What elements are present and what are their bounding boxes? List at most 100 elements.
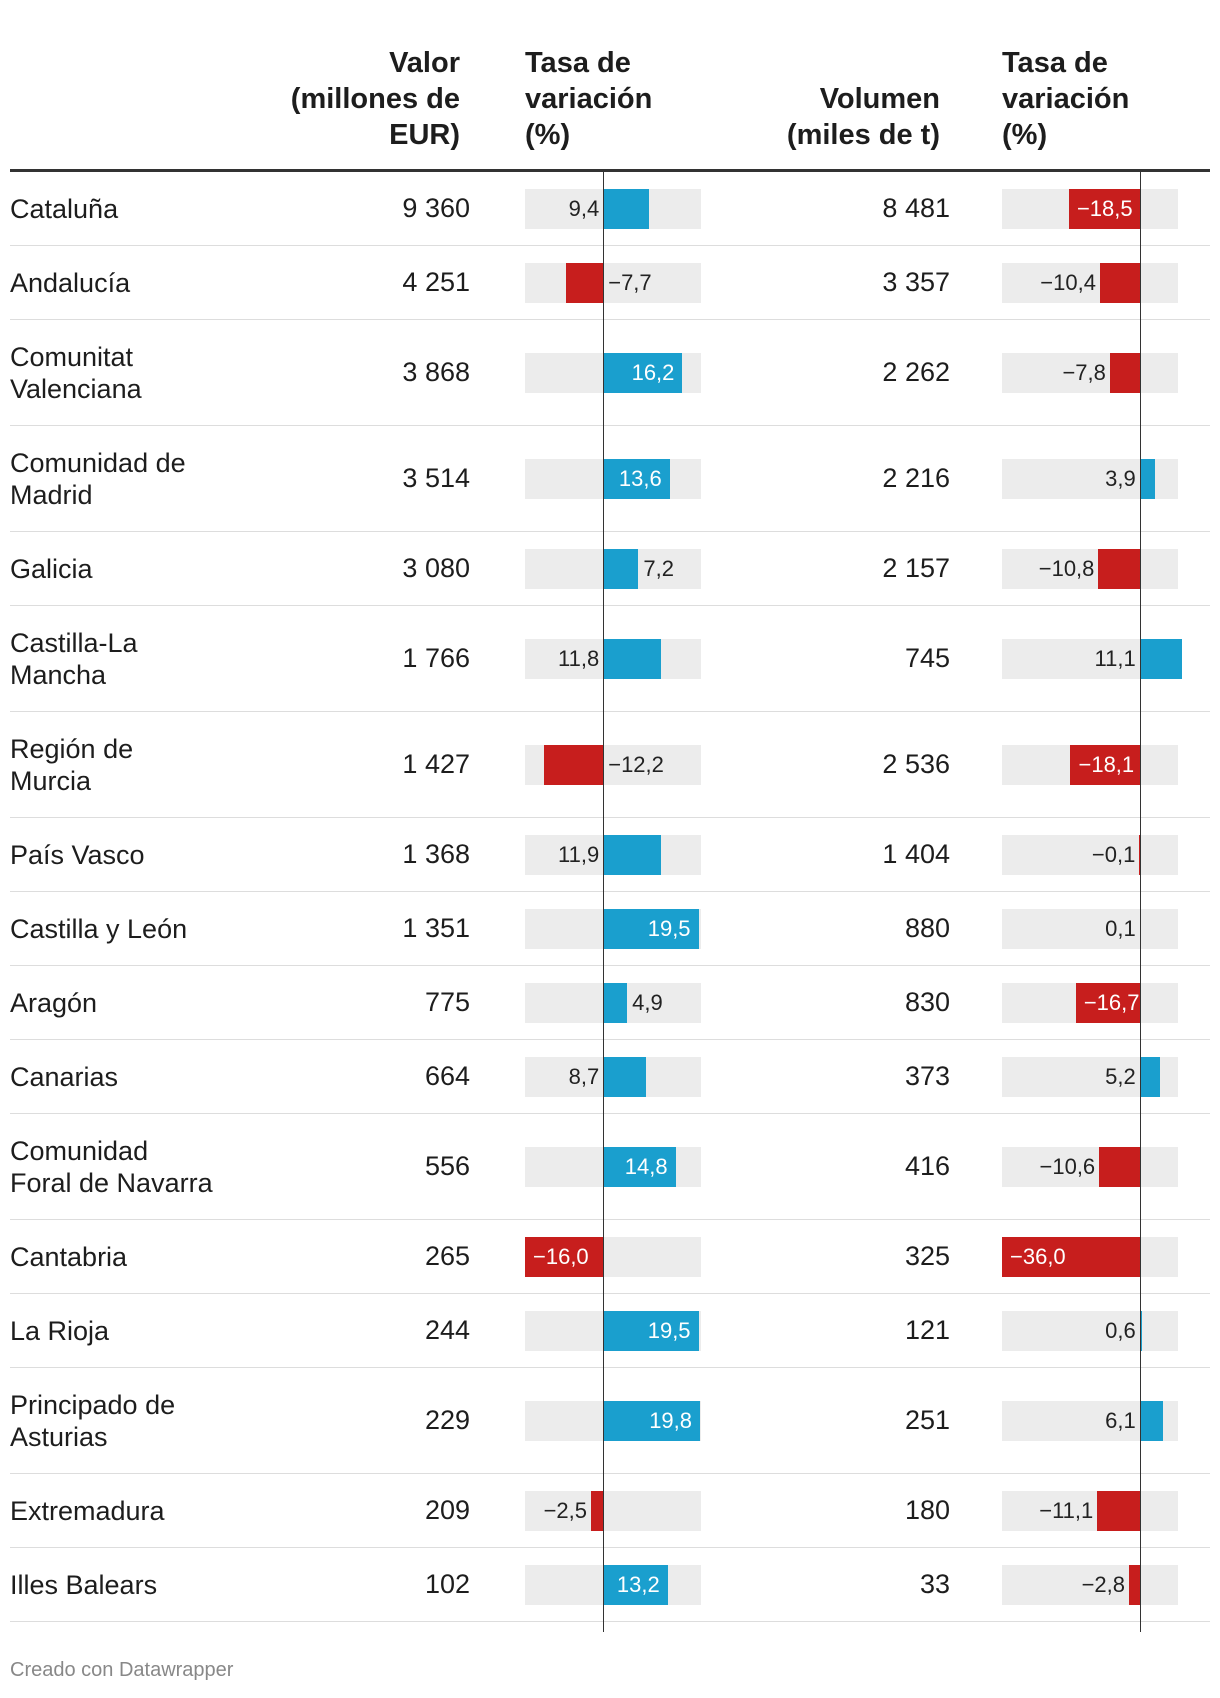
region-name-line: Cantabria — [10, 1241, 128, 1272]
tasa-volumen-bar — [1075, 982, 1140, 1023]
region-name-line: Murcia — [10, 765, 92, 796]
valor-value: 556 — [424, 1151, 470, 1181]
tasa-valor-bar — [591, 1490, 604, 1531]
valor-value: 1 766 — [402, 643, 470, 673]
tasa-volumen-bar-label: −2,8 — [1081, 1571, 1126, 1597]
header-tasa-volumen-line: variación — [1002, 83, 1130, 115]
tasa-volumen-bar — [1139, 458, 1155, 499]
tasa-volumen-bar-cell: 0,6 — [1002, 1310, 1178, 1351]
volumen-value: 373 — [904, 1061, 950, 1091]
tasa-volumen-bar-track — [1002, 1146, 1178, 1187]
region-name: Galicia — [10, 532, 270, 605]
tasa-valor-bar-label: −16,0 — [533, 1243, 589, 1269]
tasa-volumen-bar-label: 11,1 — [1094, 645, 1136, 671]
region-name: Principado de Asturias — [10, 1368, 270, 1473]
tasa-volumen-bar-label: −10,6 — [1039, 1153, 1096, 1179]
tasa-valor-bar-cell: 7,2 — [525, 548, 701, 589]
volumen-value: 2 157 — [882, 553, 950, 583]
table-row: Canarias 664 8,7 373 5,2 — [10, 1040, 1210, 1114]
region-name: Castilla y León — [10, 892, 270, 965]
tasa-valor-bar-label: 11,9 — [558, 841, 600, 867]
valor-value: 229 — [424, 1405, 470, 1435]
tasa-volumen-bar-label: 6,1 — [1105, 1407, 1136, 1433]
region-name: Extremadura — [10, 1474, 270, 1547]
region-name-line: Madrid — [10, 479, 93, 510]
tasa-valor-bar-cell: 19,8 — [525, 1400, 701, 1441]
region-name: La Rioja — [10, 1294, 270, 1367]
tasa-volumen-bar-cell: −10,8 — [1002, 548, 1178, 589]
region-name-line: Canarias — [10, 1061, 119, 1092]
region-name-line: Comunidad de — [10, 447, 186, 478]
region-name-text: Castilla-La Mancha — [10, 627, 138, 691]
region-name-text: País Vasco — [10, 839, 145, 871]
region-name-text: Illes Balears — [10, 1569, 157, 1601]
table-row: Principado de Asturias 229 19,8 251 6,1 — [10, 1368, 1210, 1474]
region-name: Illes Balears — [10, 1548, 270, 1621]
tasa-valor-bar-label: −7,7 — [608, 269, 652, 295]
tasa-valor-bar-cell: 11,8 — [525, 638, 701, 679]
tasa-valor-bar — [603, 1564, 668, 1605]
tasa-valor-bar-label: 7,2 — [643, 555, 675, 581]
tasa-valor-bar — [603, 1146, 676, 1187]
tasa-volumen-bar-label: −7,8 — [1062, 359, 1106, 385]
tasa-valor-bar-cell: −2,5 — [525, 1490, 701, 1531]
tasa-valor-bar — [603, 908, 699, 949]
tasa-volumen-bar-cell: 3,9 — [1002, 458, 1178, 499]
header-tasa-valor-line: (%) — [525, 119, 571, 151]
volumen-value: 830 — [904, 987, 950, 1017]
valor-value: 4 251 — [402, 267, 470, 297]
tasa-volumen-bar — [1068, 188, 1140, 229]
tasa-volumen-bar-label: −10,4 — [1040, 269, 1096, 295]
zero-axis-tasa-volumen — [1139, 172, 1141, 1632]
tasa-volumen-bar-cell: −18,5 — [1002, 188, 1178, 229]
tasa-volumen-bar — [1070, 744, 1140, 785]
tasa-volumen-bar-label: −36,0 — [1010, 1243, 1066, 1269]
valor-value: 3 080 — [402, 553, 470, 583]
tasa-volumen-bar-label: −18,1 — [1078, 751, 1135, 777]
tasa-volumen-bar-cell: 11,1 — [1002, 638, 1183, 679]
tasa-valor-bar-cell: −7,7 — [525, 262, 701, 303]
valor-value: 3 868 — [402, 357, 470, 387]
table-row: Cataluña 9 360 9,4 8 481 −18,5 — [10, 172, 1210, 246]
region-name: Comunidad Foral de Navarra — [10, 1114, 270, 1219]
valor-value: 1 351 — [402, 913, 470, 943]
valor-value: 9 360 — [402, 193, 470, 223]
tasa-volumen-bar-label: 5,2 — [1105, 1063, 1136, 1089]
tasa-volumen-bar-label: −0,1 — [1091, 841, 1136, 867]
region-name-text: Aragón — [10, 987, 97, 1019]
tasa-valor-bar-cell: −16,0 — [525, 1236, 701, 1277]
region-name-line: Comunitat — [10, 341, 134, 372]
region-name-line: País Vasco — [10, 839, 145, 870]
region-name-text: Castilla y León — [10, 913, 187, 945]
tasa-valor-bar-label: 9,4 — [568, 195, 600, 221]
region-name-text: Comunitat Valenciana — [10, 341, 142, 405]
region-name: Canarias — [10, 1040, 270, 1113]
tasa-volumen-bar — [1098, 548, 1140, 589]
region-name-line: Foral de Navarra — [10, 1167, 213, 1198]
tasa-volumen-bar-track — [1002, 352, 1178, 393]
valor-value: 1 427 — [402, 749, 470, 779]
tasa-volumen-bar — [1139, 1400, 1164, 1441]
header-valor: Valor (millones de EUR) — [260, 45, 460, 153]
volumen-value: 325 — [904, 1241, 950, 1271]
region-name-text: Canarias — [10, 1061, 118, 1093]
tasa-valor-bar-cell: 4,9 — [525, 982, 701, 1023]
tasa-valor-bar-label: 8,7 — [568, 1063, 600, 1089]
tasa-valor-bar-cell: 16,2 — [525, 352, 701, 393]
table-row: Illes Balears 102 13,2 33 −2,8 — [10, 1548, 1210, 1622]
volumen-value: 1 404 — [882, 839, 950, 869]
region-name-line: Andalucía — [10, 267, 131, 298]
region-name-text: Andalucía — [10, 267, 130, 299]
tasa-volumen-bar-label: −10,8 — [1038, 555, 1095, 581]
tasa-volumen-bar-label: −18,5 — [1076, 195, 1133, 221]
volumen-value: 2 262 — [882, 357, 950, 387]
region-name-line: Comunidad — [10, 1135, 149, 1166]
table-row: Extremadura 209 −2,5 180 −11,1 — [10, 1474, 1210, 1548]
tasa-volumen-bar — [1139, 1310, 1143, 1351]
region-name-text: Región de Murcia — [10, 733, 133, 797]
tasa-valor-bar — [603, 458, 670, 499]
header-tasa-valor: Tasa de variación (%) — [525, 45, 725, 153]
tasa-volumen-bar-track — [1002, 908, 1178, 949]
region-name: Comunitat Valenciana — [10, 320, 270, 425]
